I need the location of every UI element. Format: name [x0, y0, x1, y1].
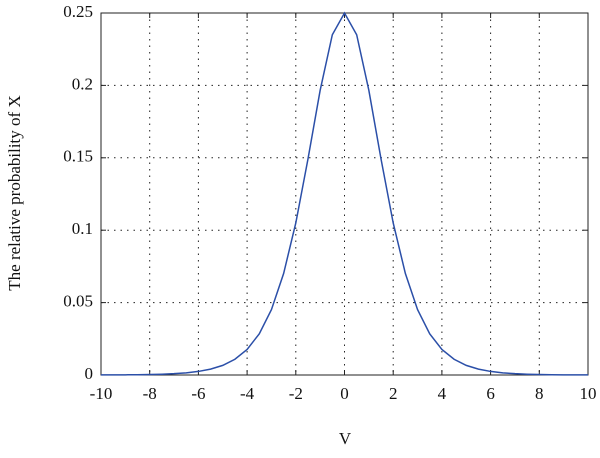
y-tick-label: 0.15	[63, 147, 93, 166]
y-axis-label: The relative probability of X	[5, 95, 24, 290]
x-tick-label: 6	[486, 384, 495, 403]
x-tick-label: 8	[535, 384, 544, 403]
y-tick-label: 0.05	[63, 292, 93, 311]
plot-frame	[100, 12, 589, 376]
line-series	[100, 11, 589, 376]
y-tick-label: 0.2	[72, 74, 93, 93]
x-tick-label: -2	[289, 384, 303, 403]
x-tick-label: 2	[389, 384, 398, 403]
x-axis-label: V	[339, 429, 352, 448]
x-tick-label: 10	[580, 384, 597, 403]
x-tick-label: -10	[90, 384, 113, 403]
x-tick-label: -6	[191, 384, 205, 403]
y-tick-label: 0	[85, 364, 94, 383]
y-tick-label: 0.25	[63, 2, 93, 21]
x-tick-label: -4	[240, 384, 255, 403]
x-tick-label: 4	[438, 384, 447, 403]
x-tick-label: 0	[340, 384, 349, 403]
x-tick-label: -8	[143, 384, 157, 403]
y-tick-label: 0.1	[72, 219, 93, 238]
